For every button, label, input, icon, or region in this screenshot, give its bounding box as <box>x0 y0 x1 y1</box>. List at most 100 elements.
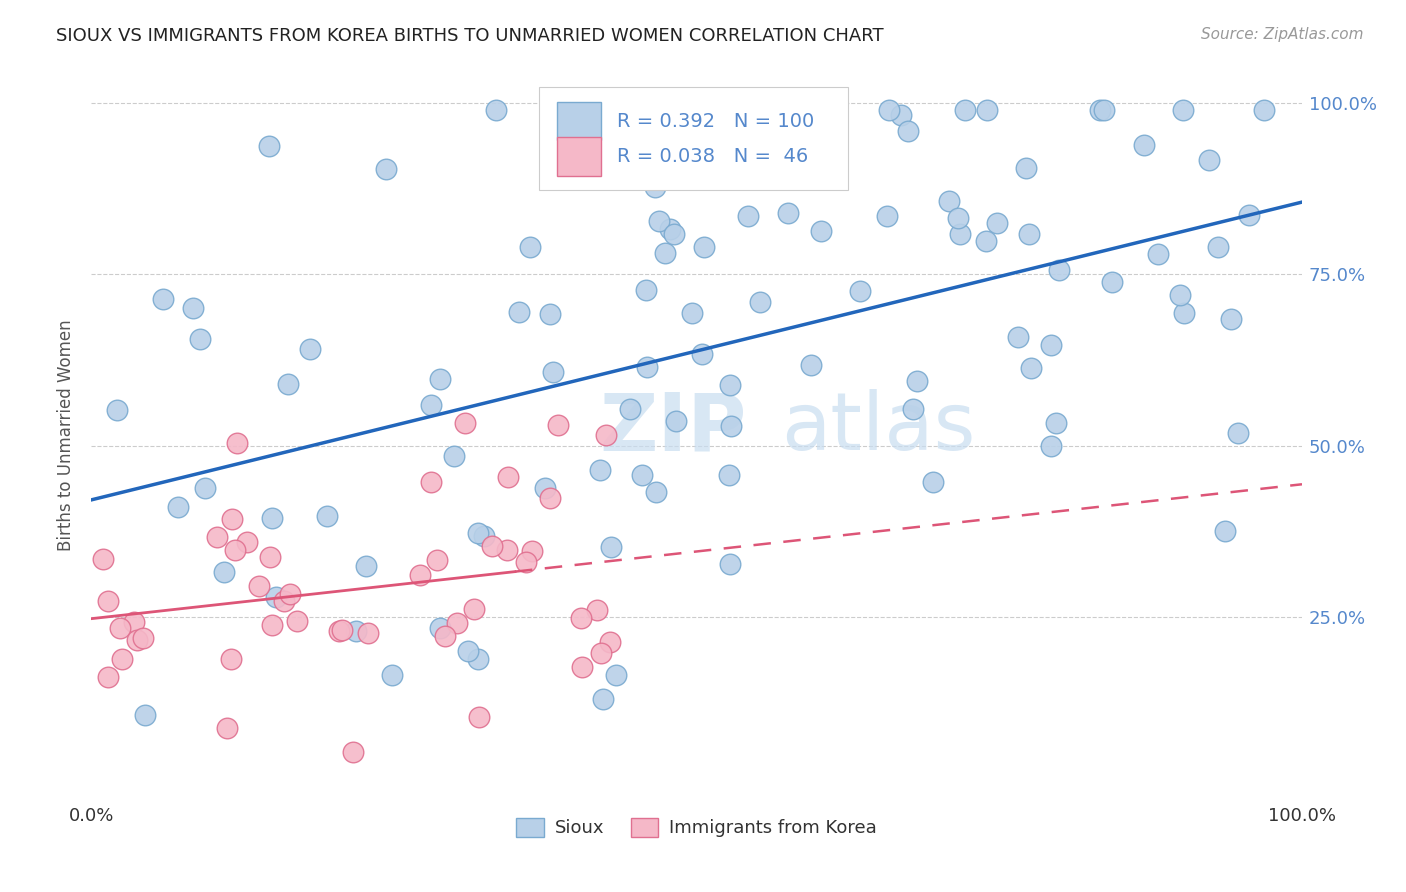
Point <box>225 435 247 450</box>
Point <box>619 402 641 417</box>
Point <box>330 623 353 637</box>
Point <box>1021 361 1043 376</box>
Point <box>215 721 238 735</box>
Point <box>897 124 920 138</box>
Point <box>131 631 153 645</box>
Point <box>262 618 284 632</box>
Point <box>810 224 832 238</box>
Point <box>1208 240 1230 254</box>
Point <box>122 615 145 630</box>
Text: R = 0.038   N =  46: R = 0.038 N = 46 <box>617 147 808 166</box>
Point <box>946 211 969 225</box>
Point <box>586 603 609 617</box>
Text: R = 0.392   N = 100: R = 0.392 N = 100 <box>617 112 814 131</box>
Point <box>224 542 246 557</box>
Point <box>599 634 621 648</box>
Point <box>534 481 557 495</box>
Point <box>1088 103 1111 117</box>
Point <box>659 222 682 236</box>
Point <box>219 651 242 665</box>
Point <box>259 550 281 565</box>
Point <box>1101 275 1123 289</box>
Point <box>665 414 688 428</box>
Point <box>748 294 770 309</box>
Point <box>264 591 287 605</box>
Point <box>589 463 612 477</box>
Point <box>259 138 281 153</box>
Point <box>571 660 593 674</box>
Point <box>468 709 491 723</box>
Point <box>247 579 270 593</box>
Point <box>236 535 259 549</box>
Point <box>538 307 561 321</box>
Point <box>1237 208 1260 222</box>
Point <box>1168 288 1191 302</box>
Point <box>409 568 432 582</box>
Point <box>467 652 489 666</box>
Point <box>675 170 697 185</box>
Point <box>547 418 569 433</box>
Point <box>1215 524 1237 538</box>
Point <box>429 371 451 385</box>
Point <box>541 365 564 379</box>
Point <box>485 103 508 117</box>
Point <box>538 491 561 505</box>
Point <box>205 530 228 544</box>
Point <box>1014 161 1036 176</box>
Point <box>298 342 321 356</box>
Point <box>519 239 541 253</box>
Point <box>426 553 449 567</box>
Point <box>1173 103 1195 117</box>
FancyBboxPatch shape <box>557 103 600 140</box>
Point <box>194 481 217 495</box>
Legend: Sioux, Immigrants from Korea: Sioux, Immigrants from Korea <box>509 811 884 845</box>
Point <box>166 500 188 515</box>
FancyBboxPatch shape <box>557 137 600 176</box>
Text: atlas: atlas <box>782 389 976 467</box>
Point <box>380 668 402 682</box>
Point <box>467 526 489 541</box>
Point <box>515 555 537 569</box>
Y-axis label: Births to Unmarried Women: Births to Unmarried Women <box>58 319 75 551</box>
Point <box>605 668 627 682</box>
Point <box>1220 312 1243 326</box>
Point <box>287 614 309 628</box>
Point <box>901 402 924 417</box>
Point <box>108 621 131 635</box>
Point <box>776 206 799 220</box>
Point <box>1173 306 1195 320</box>
Point <box>737 210 759 224</box>
Point <box>681 305 703 319</box>
Point <box>648 214 671 228</box>
Point <box>508 305 530 319</box>
Point <box>876 209 898 223</box>
Point <box>357 626 380 640</box>
Point <box>316 508 339 523</box>
Point <box>105 403 128 417</box>
Point <box>260 510 283 524</box>
Point <box>419 398 441 412</box>
Point <box>454 417 477 431</box>
Point <box>463 602 485 616</box>
Point <box>1039 439 1062 453</box>
Point <box>877 103 900 117</box>
Point <box>974 235 997 249</box>
Point <box>922 475 945 489</box>
Point <box>938 194 960 208</box>
Point <box>645 485 668 500</box>
Point <box>718 377 741 392</box>
Point <box>496 469 519 483</box>
Point <box>569 611 592 625</box>
Point <box>800 358 823 372</box>
Point <box>354 558 377 573</box>
Point <box>212 565 235 579</box>
Point <box>1018 227 1040 242</box>
Point <box>278 587 301 601</box>
Point <box>644 180 666 194</box>
Point <box>110 652 132 666</box>
Point <box>592 166 614 180</box>
Point <box>907 374 929 388</box>
Point <box>717 467 740 482</box>
Point <box>429 621 451 635</box>
Point <box>328 624 350 638</box>
